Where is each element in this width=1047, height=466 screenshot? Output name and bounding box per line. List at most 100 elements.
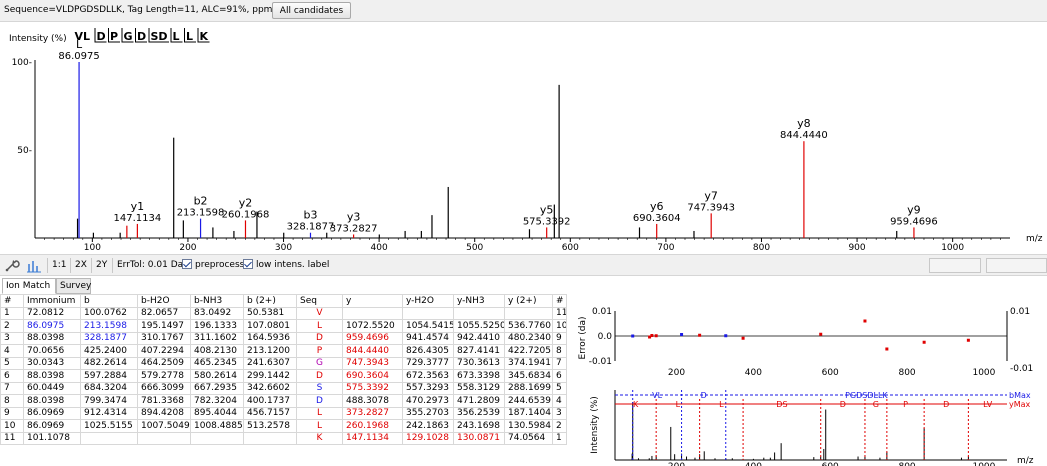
table-row[interactable]: 4 70.0656 425.2400 407.2294 408.2130 213.1200… [0, 344, 567, 358]
table-column-header[interactable]: b-NH3 [190, 294, 244, 308]
tab-survey[interactable]: Survey [56, 278, 91, 294]
error-tolerance-label: ErrTol: 0.01 Da [117, 260, 184, 270]
table-column-header[interactable]: y-NH3 [453, 294, 505, 308]
y-tick-label-right: -0.01 [1010, 364, 1033, 374]
table-cell: P [296, 344, 343, 358]
checkbox-checked-icon[interactable] [182, 259, 192, 269]
table-cell [80, 431, 138, 445]
table-row[interactable]: 7 60.0449 684.3204 666.3099 667.2935 342.6602… [0, 381, 567, 395]
peak-mz-label: 575.3392 [523, 216, 571, 227]
peak-labels-icon[interactable] [26, 258, 42, 273]
zoom-1-1-button[interactable]: 1:1 [52, 260, 67, 270]
table-row[interactable]: 3 88.0398 328.1877 310.1767 311.1602 164.5936… [0, 331, 567, 345]
table-column-header[interactable]: # [552, 294, 567, 308]
svg-text:D: D [97, 30, 106, 43]
table-cell: 100.0762 [80, 306, 138, 320]
zoom-2y-button[interactable]: 2Y [96, 260, 108, 270]
table-cell: V [296, 306, 343, 320]
table-cell: 30.0343 [23, 356, 81, 370]
sequence-tag-residue: VL [75, 30, 91, 43]
wrench-icon[interactable] [4, 258, 20, 273]
error-point [631, 334, 635, 338]
table-cell: 959.4696 [342, 331, 403, 345]
table-column-header[interactable]: Immonium [23, 294, 81, 308]
table-cell: 781.3368 [137, 394, 191, 408]
y-ladder-residue: DS [776, 400, 787, 409]
y-ladder-residue: LV [983, 400, 993, 409]
table-cell: 464.2509 [137, 356, 191, 370]
table-cell: 400.1737 [243, 394, 297, 408]
x-axis-label: m/z [1017, 456, 1034, 466]
y-ladder-residue: P [903, 400, 908, 409]
table-column-header[interactable]: y-H2O [402, 294, 454, 308]
toolbar-field-2[interactable] [986, 258, 1047, 273]
peak-mz-label: 86.0975 [58, 51, 99, 62]
table-cell: 70.0656 [23, 344, 81, 358]
x-tick-label: 800 [898, 462, 915, 466]
zoom-2x-button[interactable]: 2X [75, 260, 87, 270]
table-cell: 260.1968 [342, 419, 403, 433]
table-cell: 195.1497 [137, 319, 191, 333]
table-cell: 6 [552, 369, 567, 383]
table-cell: 213.1200 [243, 344, 297, 358]
sequence-tag-residue: P [108, 28, 120, 43]
table-column-header[interactable]: Seq [296, 294, 343, 308]
table-cell: D [296, 369, 343, 383]
x-tick-label: 600 [562, 243, 579, 252]
peak-mz-label: 147.1134 [114, 213, 162, 224]
x-tick-label: 500 [466, 243, 483, 252]
table-cell [402, 306, 454, 320]
x-tick-label: 800 [753, 243, 770, 252]
table-cell: 844.4440 [342, 344, 403, 358]
preprocess-checkbox[interactable]: preprocess [182, 258, 244, 273]
table-cell: 288.1699 [504, 381, 553, 395]
table-row[interactable]: 6 88.0398 597.2884 579.2778 580.2614 299.1442… [0, 369, 567, 383]
table-row[interactable]: 2 86.0975 213.1598 195.1497 196.1333 107.0801… [0, 319, 567, 333]
table-cell: 88.0398 [23, 331, 81, 345]
svg-text:L: L [173, 30, 180, 43]
table-cell: 667.2935 [190, 381, 244, 395]
peak-ion-label: y6 [650, 200, 664, 213]
table-column-header[interactable]: # [0, 294, 24, 308]
table-cell: 4 [0, 344, 24, 358]
error-point [698, 333, 702, 337]
table-row[interactable]: 9 86.0969 912.4314 894.4208 895.4044 456.7157… [0, 406, 567, 420]
table-column-header[interactable]: b (2+) [243, 294, 297, 308]
tab-ion-match[interactable]: Ion Match [2, 278, 56, 294]
table-cell: 187.1404 [504, 406, 553, 420]
checkbox-checked-icon[interactable] [243, 259, 253, 269]
peak-ion-label: b3 [303, 209, 317, 222]
table-cell: 407.2294 [137, 344, 191, 358]
table-cell: 1 [0, 306, 24, 320]
table-column-header[interactable]: y (2+) [504, 294, 553, 308]
table-column-header[interactable]: b-H2O [137, 294, 191, 308]
all-candidates-button[interactable]: All candidates [272, 2, 351, 19]
table-cell: 9 [0, 406, 24, 420]
table-cell: 374.1941 [504, 356, 553, 370]
table-cell: 1008.4885 [190, 419, 244, 433]
table-row[interactable]: 10 86.0969 1025.5155 1007.5049 1008.4885 513.… [0, 419, 567, 433]
table-row[interactable]: 11 101.1078 K 147.1134 129.1028 130.0871 74.05… [0, 431, 567, 445]
table-cell: 345.6834 [504, 369, 553, 383]
table-cell: 729.3777 [402, 356, 454, 370]
x-tick-label: 900 [848, 243, 865, 252]
table-cell: 242.1863 [402, 419, 454, 433]
x-tick-label: 200 [668, 462, 685, 466]
table-row[interactable]: 1 72.0812 100.0762 82.0657 83.0492 50.5381 V 11 [0, 306, 567, 320]
table-row[interactable]: 8 88.0398 799.3474 781.3368 782.3204 400.1737… [0, 394, 567, 408]
error-point [863, 319, 867, 323]
low-intensity-label-checkbox[interactable]: low intens. label [243, 258, 329, 273]
table-cell: 575.3392 [342, 381, 403, 395]
toolbar-field-1[interactable] [929, 258, 981, 273]
x-tick-label: 1000 [972, 368, 995, 378]
table-column-header[interactable]: y [342, 294, 403, 308]
ms2-spectrum-chart[interactable]: Intensity (%) VL D P G D SD L L K50-100-100 200 300… [0, 24, 1047, 252]
table-row[interactable]: 5 30.0343 482.2614 464.2509 465.2345 241.6307… [0, 356, 567, 370]
table-cell: 8 [0, 394, 24, 408]
table-cell: 471.2809 [453, 394, 505, 408]
y-tick-label: 50- [17, 146, 32, 156]
table-column-header[interactable]: b [80, 294, 138, 308]
table-cell: 244.6539 [504, 394, 553, 408]
table-cell: 7 [552, 356, 567, 370]
table-cell: D [296, 394, 343, 408]
